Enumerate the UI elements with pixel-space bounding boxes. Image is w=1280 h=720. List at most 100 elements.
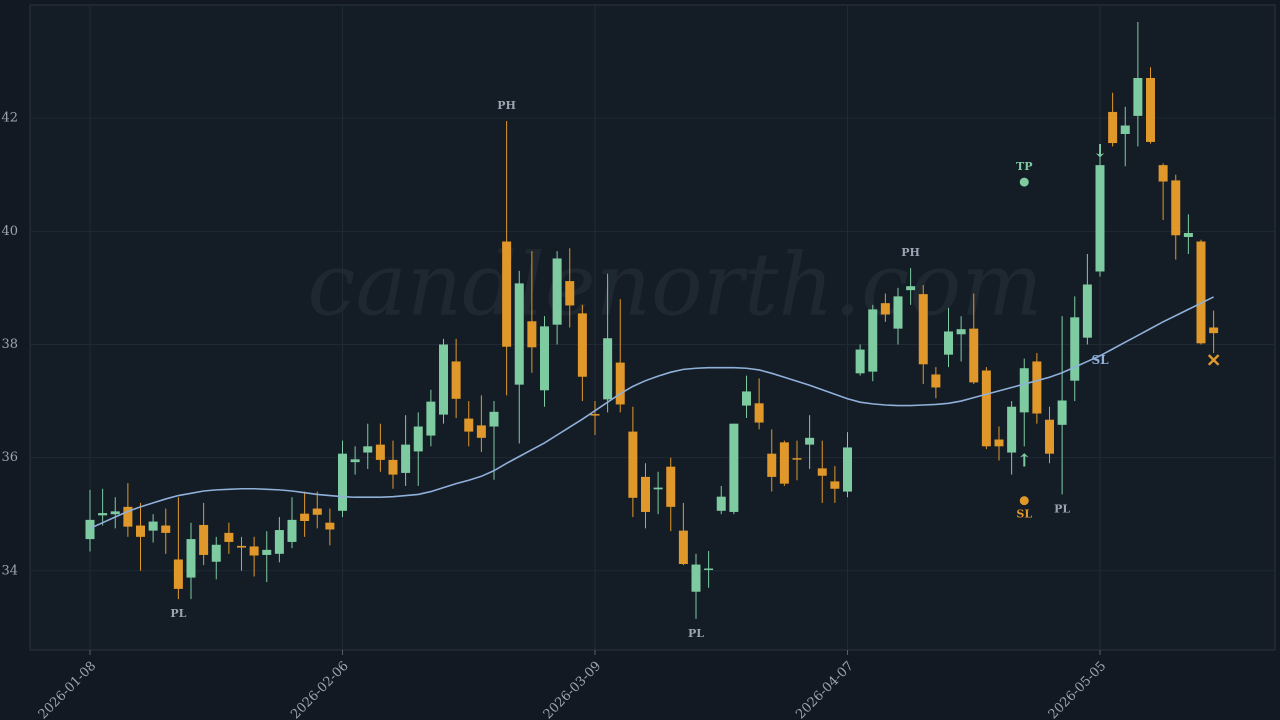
pivot-label: PL — [688, 627, 704, 640]
candle-body — [880, 303, 890, 315]
candle-body — [678, 530, 688, 564]
candle-body — [969, 328, 979, 383]
moving-average — [89, 296, 1214, 530]
candle-body — [350, 459, 360, 463]
candle-body — [388, 459, 398, 475]
candle-body — [274, 530, 284, 554]
candle-body — [224, 532, 234, 542]
candle-body — [779, 442, 789, 484]
candle-body — [249, 546, 259, 556]
signal: ✕ — [1206, 350, 1221, 371]
candle-body — [1146, 77, 1155, 142]
marker-label: SL — [1016, 508, 1032, 521]
y-tick-label: 42 — [1, 111, 18, 126]
pivot-label: PL — [170, 607, 186, 620]
candle-body — [729, 423, 739, 512]
candle-body — [994, 439, 1004, 447]
candle-body — [817, 468, 827, 476]
candle-body — [1133, 77, 1143, 116]
pivot-label: PH — [901, 246, 920, 259]
marker — [1019, 496, 1029, 506]
candle-body — [1019, 368, 1029, 413]
candle-body — [805, 437, 815, 445]
candle-body — [981, 370, 991, 447]
candle-body — [451, 361, 461, 399]
x-tick-label: 2026-02-06 — [288, 659, 352, 720]
candle-body — [754, 403, 764, 423]
candle-body — [211, 544, 221, 562]
candle-body — [603, 338, 613, 400]
candle-body — [237, 545, 246, 548]
candle-body — [262, 549, 272, 555]
candle-body — [1158, 165, 1168, 182]
candle-body — [944, 331, 953, 355]
candle-body — [1095, 165, 1105, 272]
candle-body — [830, 481, 840, 489]
candle-body — [792, 458, 802, 460]
candle-body — [85, 519, 95, 540]
y-tick-label: 36 — [1, 450, 18, 465]
watermark: candlenorth.com — [307, 236, 1042, 336]
candle-body — [767, 453, 777, 477]
candle-body — [893, 296, 903, 329]
candle-body — [1196, 241, 1206, 344]
plot-area — [29, 4, 1276, 651]
y-tick-label: 38 — [1, 337, 18, 352]
candle-body — [653, 487, 663, 490]
candle-body — [843, 447, 852, 492]
candle-body — [439, 344, 448, 415]
pivot-label: PL — [1054, 502, 1070, 515]
candle-body — [375, 444, 385, 460]
candle-body — [199, 524, 209, 555]
marker-label: TP — [1016, 160, 1032, 173]
candle-body — [641, 476, 650, 512]
candle-body — [1032, 361, 1042, 414]
candle-body — [691, 564, 701, 592]
candle-body — [1007, 406, 1017, 453]
candle-body — [136, 525, 145, 537]
candle-body — [1070, 317, 1080, 381]
signal: ↑ — [1017, 451, 1032, 472]
candle-body — [918, 294, 928, 365]
candle-body — [577, 313, 587, 377]
marker — [1019, 177, 1029, 187]
candle-body — [540, 326, 549, 391]
candle-body — [1171, 180, 1181, 236]
candle-body — [868, 309, 878, 372]
signal: SL — [1091, 353, 1109, 367]
candle-body — [338, 453, 347, 511]
candle-body — [742, 391, 751, 406]
candle-body — [1183, 233, 1193, 237]
candle-body — [489, 411, 499, 427]
candle-body — [161, 525, 171, 533]
candle-body — [98, 513, 108, 516]
x-tick-label: 2026-03-09 — [541, 659, 605, 720]
candle-body — [1120, 125, 1130, 134]
candle-body — [123, 506, 133, 527]
candle-body — [186, 539, 196, 578]
candle-body — [1045, 419, 1054, 454]
candle-body — [956, 329, 966, 335]
candle-body — [476, 425, 486, 438]
candle-body — [173, 559, 183, 589]
candle-body — [514, 283, 524, 385]
y-tick-label: 40 — [1, 224, 18, 239]
candle-body — [1057, 400, 1067, 425]
candle-body — [1082, 284, 1092, 338]
candle-body — [565, 281, 575, 306]
candle-body — [615, 362, 625, 405]
candle-body — [527, 321, 537, 348]
candle-body — [666, 466, 676, 507]
candle-body — [413, 426, 423, 452]
x-tick-label: 2026-01-08 — [36, 659, 100, 720]
x-tick-label: 2026-05-05 — [1046, 659, 1110, 720]
candle-body — [1108, 111, 1118, 144]
candle-body — [552, 258, 562, 325]
candle-body — [931, 374, 941, 388]
candle-body — [426, 401, 436, 436]
signal: ↓ — [1092, 141, 1107, 162]
candle-body — [464, 418, 474, 432]
candle-body — [906, 286, 916, 291]
candle-body — [855, 349, 865, 374]
candle-body — [312, 508, 322, 515]
